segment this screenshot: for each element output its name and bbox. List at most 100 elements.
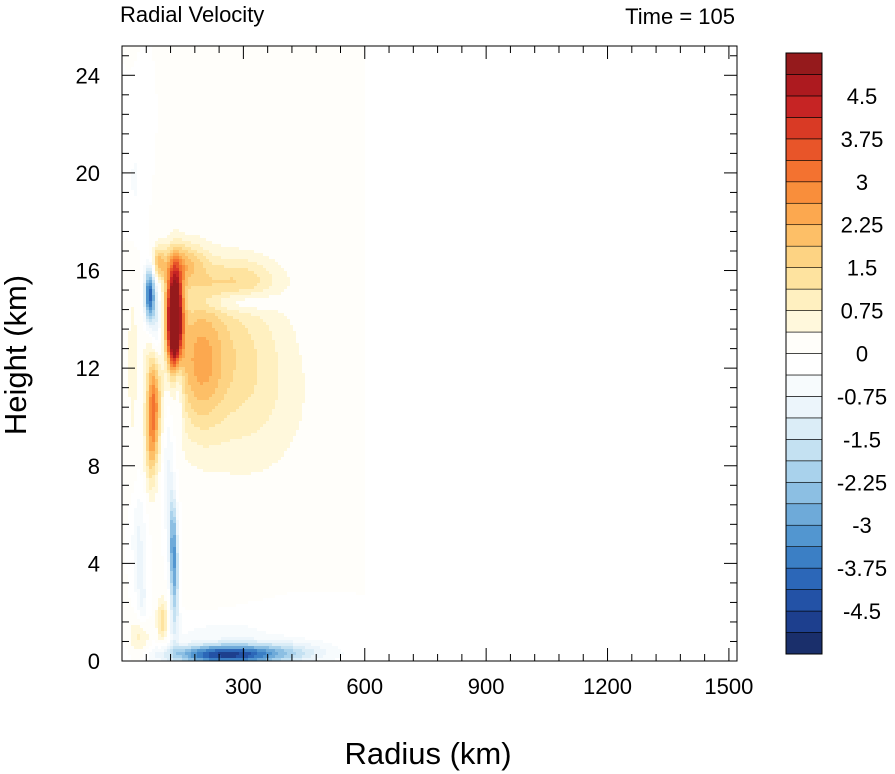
heat-cell [122, 526, 125, 529]
heat-cell [188, 313, 215, 316]
heat-cell [179, 616, 182, 619]
heat-cell [167, 439, 170, 442]
heat-cell [197, 466, 269, 469]
heat-cell [164, 325, 167, 328]
heat-cell [257, 274, 272, 277]
heat-cell [164, 631, 167, 634]
heat-cell [155, 352, 158, 355]
heat-cell [152, 196, 365, 199]
heat-cell [164, 274, 167, 277]
heat-cell [185, 274, 191, 277]
heat-cell [137, 334, 149, 337]
heat-cell [155, 466, 158, 469]
heat-cell [149, 415, 152, 418]
y-tick-label: 12 [76, 356, 100, 381]
heat-cell [185, 421, 191, 424]
heat-cell [248, 328, 269, 331]
heat-cell [146, 619, 155, 622]
heat-cell [167, 379, 170, 382]
heat-cell [152, 193, 365, 196]
axis-ticks [122, 46, 737, 661]
heat-cell [263, 424, 299, 427]
heat-cell [167, 352, 170, 355]
heat-cell [302, 415, 365, 418]
heat-cell [176, 448, 182, 451]
heat-cell [122, 571, 125, 574]
heat-cell [155, 169, 365, 172]
heat-cell [149, 475, 152, 478]
heat-cell [251, 394, 278, 397]
heat-cell [158, 637, 164, 640]
heat-cell [155, 616, 158, 619]
heat-cell [188, 319, 197, 322]
heat-cell [179, 499, 365, 502]
heat-cell [146, 316, 149, 319]
heat-cell [305, 397, 365, 400]
heat-cell [143, 268, 146, 271]
heat-cell [164, 331, 167, 334]
colorbar-segment [785, 160, 823, 183]
heat-cell [131, 634, 137, 637]
colorbar-tick-label: -2.25 [837, 470, 887, 495]
heat-cell [194, 409, 212, 412]
heat-cell [293, 328, 365, 331]
heat-cell [281, 658, 293, 661]
heat-cell [281, 292, 365, 295]
heat-cell [188, 295, 212, 298]
heat-cell [179, 268, 182, 271]
heat-cell [152, 571, 164, 574]
heat-cell [179, 253, 185, 256]
heat-cell [188, 433, 251, 436]
heat-cell [182, 655, 188, 658]
heat-cell [173, 427, 182, 430]
heat-cell [122, 454, 143, 457]
heat-cell [164, 358, 167, 361]
heat-cell [182, 535, 365, 538]
heat-cell [122, 556, 125, 559]
heat-cell [140, 469, 143, 472]
heat-cell [152, 604, 158, 607]
heat-cell [155, 163, 365, 166]
heat-cell [152, 649, 164, 652]
heat-cell [155, 370, 158, 373]
heat-cell [122, 355, 128, 358]
heat-cell [122, 346, 128, 349]
heat-cell [179, 304, 182, 307]
heat-cell [284, 454, 365, 457]
heat-cell [125, 67, 131, 70]
heat-cell [176, 607, 179, 610]
heat-cell [173, 514, 176, 517]
heat-cell [137, 550, 143, 553]
heat-cell [137, 577, 143, 580]
heat-cell [158, 415, 161, 418]
heat-cell [155, 412, 158, 415]
heat-cell [176, 601, 179, 604]
plot-area [121, 45, 738, 662]
heat-cell [170, 655, 173, 658]
heat-cell [146, 343, 152, 346]
heat-cell [164, 511, 167, 514]
heat-cell [170, 343, 179, 346]
heat-cell [263, 289, 284, 292]
heat-cell [173, 565, 176, 568]
heat-cell [134, 526, 137, 529]
heat-cell [149, 637, 158, 640]
heat-cell [137, 499, 140, 502]
heat-cell [155, 301, 158, 304]
heat-cell [173, 595, 176, 598]
heat-cell [143, 583, 146, 586]
heat-cell [254, 271, 269, 274]
heat-cell [134, 418, 143, 421]
heat-cell [143, 295, 146, 298]
heat-cell [266, 649, 275, 652]
heat-cell [188, 265, 194, 268]
heat-cell [209, 250, 254, 253]
heat-cell [167, 643, 170, 646]
heat-cell [155, 283, 158, 286]
heat-cell [275, 655, 284, 658]
heat-cell [167, 478, 173, 481]
heat-cell [266, 268, 284, 271]
heat-cell [176, 544, 179, 547]
heat-cell [122, 568, 125, 571]
heat-cell [131, 424, 134, 427]
